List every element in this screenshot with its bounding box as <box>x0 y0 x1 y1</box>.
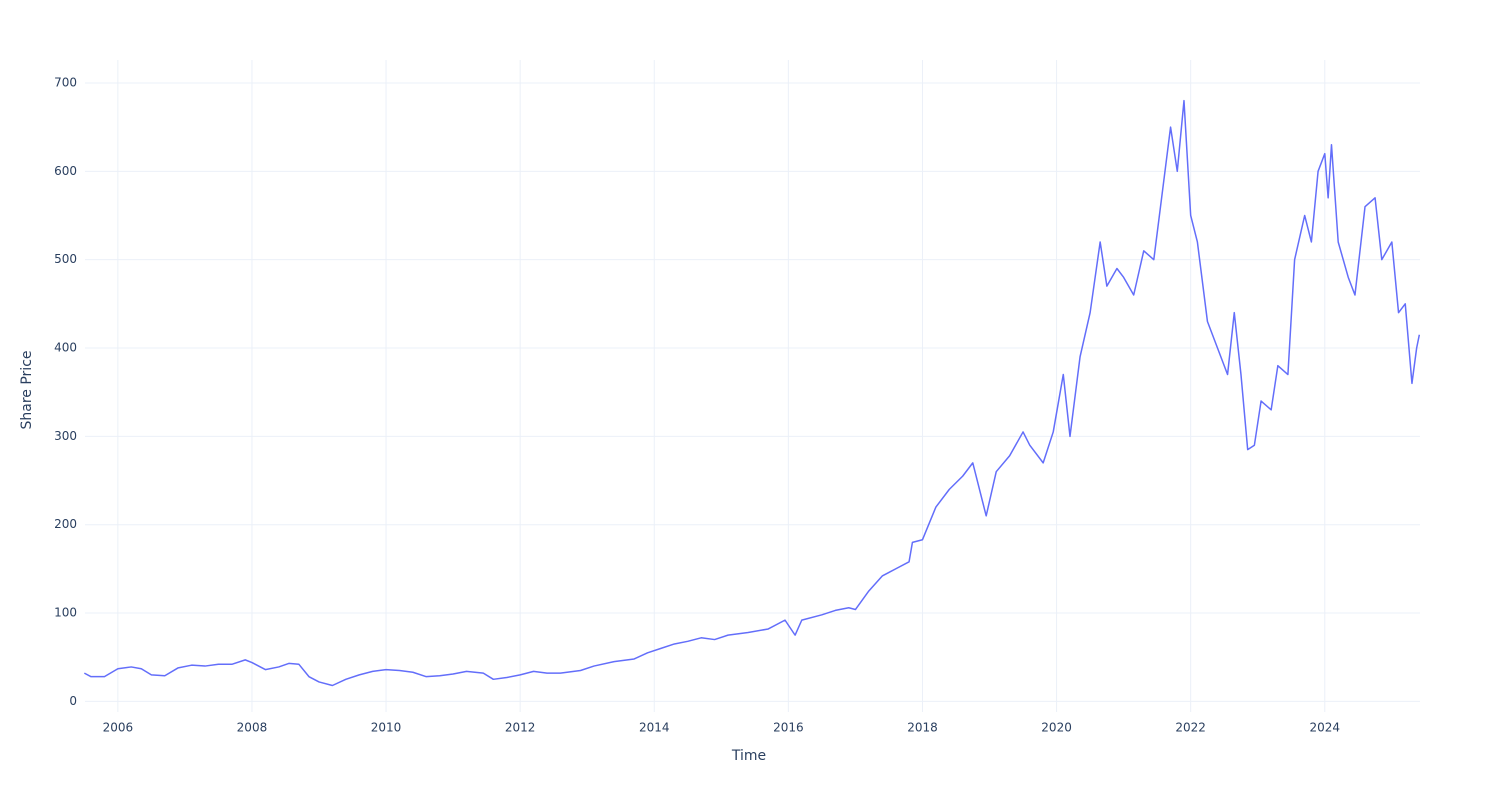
y-tick-label: 600 <box>54 164 77 178</box>
x-tick-label: 2024 <box>1310 721 1341 735</box>
y-tick-label: 400 <box>54 341 77 355</box>
x-axis-title: Time <box>731 748 766 764</box>
x-tick-label: 2022 <box>1175 721 1206 735</box>
y-tick-label: 0 <box>69 694 77 708</box>
x-tick-label: 2006 <box>103 721 134 735</box>
y-tick-label: 100 <box>54 606 77 620</box>
price-line <box>83 99 1421 687</box>
x-tick-label: 2014 <box>639 721 670 735</box>
x-tick-label: 2008 <box>237 721 268 735</box>
x-tick-label: 2012 <box>505 721 536 735</box>
x-tick-label: 2016 <box>773 721 804 735</box>
y-tick-label: 700 <box>54 75 77 89</box>
x-tick-label: 2020 <box>1041 721 1072 735</box>
y-axis-title: Share Price <box>19 350 35 429</box>
y-tick-label: 300 <box>54 429 77 443</box>
x-tick-label: 2018 <box>907 721 938 735</box>
x-tick-label: 2010 <box>371 721 402 735</box>
y-tick-label: 500 <box>54 252 77 266</box>
y-tick-label: 200 <box>54 517 77 531</box>
